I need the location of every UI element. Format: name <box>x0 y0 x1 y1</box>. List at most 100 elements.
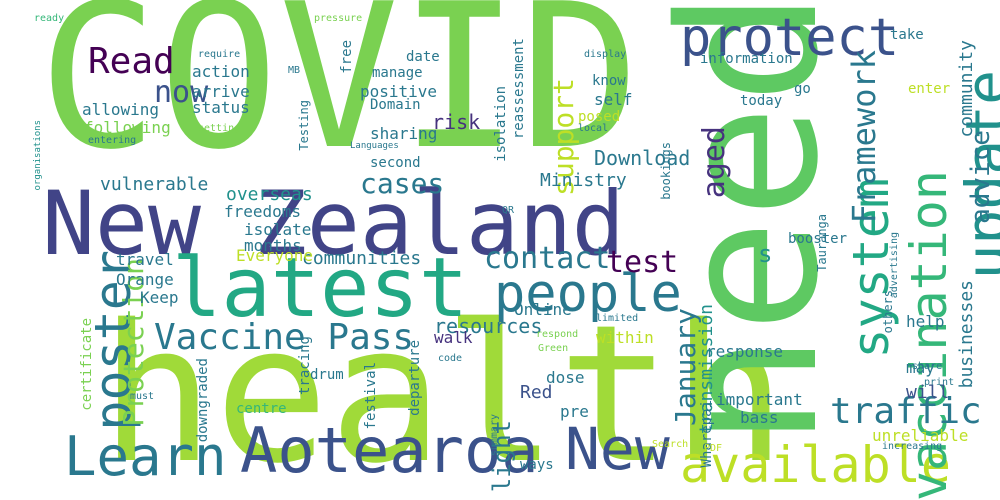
word-respond: respond <box>536 329 579 340</box>
word-summary: summary <box>489 414 500 457</box>
word-departure: departure <box>407 340 423 416</box>
word-keep: Keep <box>140 288 179 307</box>
word-date: date <box>406 49 440 65</box>
word-test: test <box>606 245 679 280</box>
word-posed: posed <box>578 109 621 125</box>
word-advice: advice <box>966 130 996 224</box>
word-entering: entering <box>88 135 137 146</box>
word-second: second <box>370 155 421 171</box>
word-businesses: businesses <box>956 280 977 389</box>
word-code: code <box>438 353 463 364</box>
word-sharing: sharing <box>370 124 438 143</box>
word-bass: bass <box>740 408 779 427</box>
word-protect: protect <box>680 8 900 68</box>
word-information: information <box>700 51 793 67</box>
word-pressure: pressure <box>314 13 363 24</box>
word-status: status <box>192 98 250 117</box>
word-ready: ready <box>34 13 65 24</box>
word-contact: contact <box>484 241 611 276</box>
word-available: available <box>680 436 951 494</box>
word-certificate: certificate <box>79 318 95 411</box>
word-search: Search <box>652 439 689 450</box>
word-new-zealand: New Zealand <box>42 172 625 275</box>
word-isolation: isolation <box>493 86 509 162</box>
word-walk: walk <box>434 328 473 347</box>
word-share: share <box>912 361 943 372</box>
word-aotearoa: Aotearoa <box>240 414 539 487</box>
word-wharepai: Wharepai <box>699 400 715 468</box>
word-people: people <box>494 264 682 324</box>
word-take: take <box>890 27 924 43</box>
word-qr: QR <box>502 205 515 216</box>
word-latest: latest <box>172 241 469 336</box>
word-limited: limited <box>596 313 639 324</box>
word-local: local <box>578 123 609 134</box>
word-centre: centre <box>236 401 287 417</box>
word-today: today <box>740 93 783 109</box>
word-organisations: organisations <box>33 120 43 191</box>
word-isolate: isolate <box>244 220 312 239</box>
word-cases: cases <box>360 167 445 200</box>
word-months: months <box>244 236 302 255</box>
word-require: require <box>198 49 241 60</box>
word-tauranga: Tauranga <box>815 214 829 272</box>
word-help: help <box>906 312 945 331</box>
word-covid: COVID <box>38 0 641 194</box>
word-free: free <box>339 40 355 74</box>
word-arrive: arrive <box>192 82 250 101</box>
word-community: community <box>956 40 977 138</box>
word-pdf: PDF <box>704 443 723 454</box>
word-may: may <box>906 358 935 377</box>
word-advertising: advertising <box>889 232 900 299</box>
word-important: important <box>716 390 803 409</box>
word-resources: resources <box>434 314 543 338</box>
word-know: know <box>592 73 626 89</box>
word-go: go <box>794 81 811 97</box>
word-action: action <box>192 62 250 81</box>
word-dose: dose <box>546 368 585 387</box>
word-will: will <box>906 382 950 403</box>
word-domain: Domain <box>370 97 421 113</box>
word-freedoms: freedoms <box>224 202 302 221</box>
word-positive: positive <box>360 82 438 101</box>
word-reassessment: reassessment <box>511 38 527 140</box>
word-learn: Learn <box>64 425 227 488</box>
word-festival: festival <box>363 362 379 430</box>
word-ways: ways <box>520 457 554 473</box>
word-travel: travel <box>116 250 174 269</box>
word-now: now <box>154 75 209 110</box>
word-framework: Framework <box>845 50 883 224</box>
word-communities: communities <box>302 248 422 269</box>
word-pre: pre <box>560 402 589 421</box>
word-within: within <box>596 328 654 347</box>
word-print: print <box>924 377 955 388</box>
word-vaccine-pass: Vaccine Pass <box>154 317 415 358</box>
word-drum: drum <box>310 367 344 383</box>
word-ministry: Ministry <box>540 170 627 191</box>
word-tracing: tracing <box>297 336 313 396</box>
word-aged: aged <box>697 126 732 199</box>
word-red: Red <box>520 382 553 403</box>
word-response: response <box>706 342 784 361</box>
word-green: Green <box>538 343 569 354</box>
word-mb: MB <box>288 65 301 76</box>
word-increasing: increasing <box>882 441 943 452</box>
word-following: following <box>84 118 171 137</box>
word-bookings: bookings <box>659 142 673 200</box>
word-setting: setting <box>198 123 241 134</box>
word-self: self <box>594 90 633 109</box>
word-enter: enter <box>908 81 951 97</box>
word-s: s <box>758 240 773 268</box>
word-vulnerable: vulnerable <box>100 174 209 195</box>
word-read: Read <box>88 41 175 82</box>
word-must: must <box>130 391 155 402</box>
word-downgraded: downgraded <box>195 358 211 443</box>
word-traffic: traffic <box>830 391 982 432</box>
word-everyone: Everyone <box>236 246 314 265</box>
word-orange: Orange <box>116 270 174 289</box>
word-unreliable: unreliable <box>872 426 969 445</box>
word-health: health <box>100 284 787 500</box>
word-download: Download <box>594 146 691 170</box>
word-allowing: allowing <box>82 100 160 119</box>
